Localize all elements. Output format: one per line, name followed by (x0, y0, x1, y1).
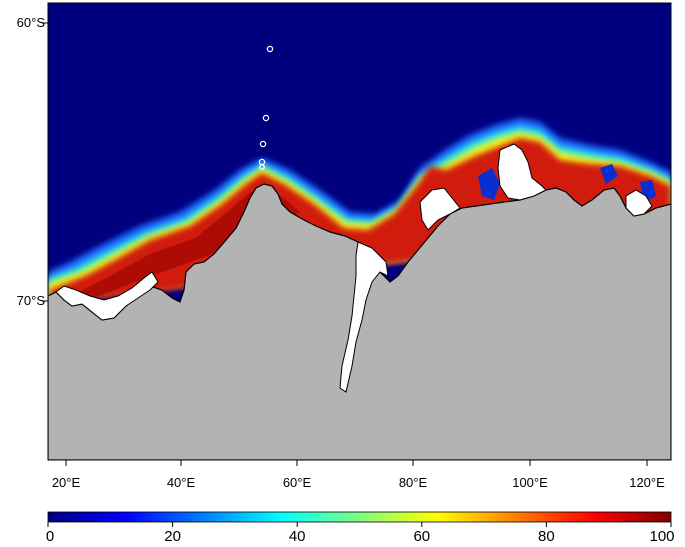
lat-label: 60°S (16, 15, 45, 30)
ice-shelf-amery (339, 241, 389, 393)
lon-label: 120°E (629, 475, 665, 490)
ice-shelf-west (55, 271, 159, 321)
colorbar (47, 511, 672, 523)
station-marker (259, 140, 267, 148)
ice-shelf-east (625, 189, 653, 217)
lon-label: 40°E (166, 475, 196, 490)
station-marker (266, 45, 274, 53)
lon-label: 60°E (282, 475, 312, 490)
ice-shelf-shackleton (497, 143, 547, 201)
colorbar-label: 40 (288, 528, 306, 545)
lon-label: 20°E (51, 475, 81, 490)
colorbar-label: 60 (413, 528, 431, 545)
lon-label: 100°E (512, 475, 548, 490)
colorbar-label: 0 (45, 528, 55, 545)
colorbar-label: 100 (649, 528, 675, 545)
station-marker (262, 114, 270, 122)
station-marker (259, 164, 265, 170)
polynya-blue (478, 164, 656, 202)
lat-label: 70°S (16, 293, 45, 308)
colorbar-label: 20 (164, 528, 181, 545)
station-markers (258, 45, 274, 170)
colorbar-label: 80 (538, 528, 555, 545)
axis-ticks (42, 22, 648, 466)
map-frame (47, 2, 672, 461)
ice-shelf-west-ice (419, 187, 461, 231)
colorbar-ticks (47, 522, 672, 527)
lon-label: 80°E (398, 475, 428, 490)
